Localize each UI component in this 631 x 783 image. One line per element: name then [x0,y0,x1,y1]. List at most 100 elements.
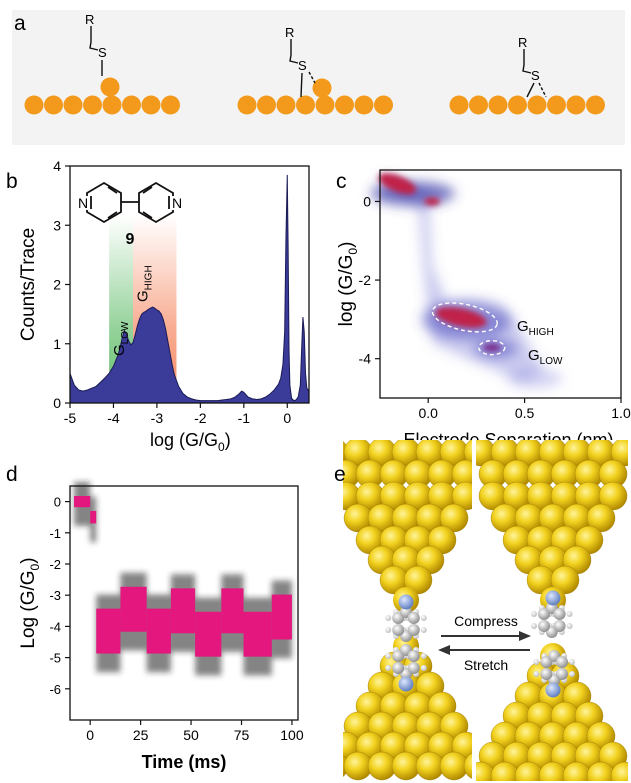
y-tick-label: -4 [49,619,61,634]
gold-atom [63,95,83,115]
y-tick-label: -1 [49,526,61,541]
x-tick-label: 0.0 [418,405,438,421]
panel-b-label: b [6,170,18,193]
gold-atom [141,95,161,115]
r-group-label: R [518,35,527,50]
x-tick-label: 25 [133,727,149,743]
g-low-region [478,339,506,356]
x-tick-label: 100 [280,727,304,743]
y-axis-label: log (G/G0) [336,242,360,327]
y-tick-label: 4 [53,158,61,174]
nitrogen-label-left: N [78,195,88,211]
x-tick-label: -4 [107,410,120,426]
panel-d-time-trace: d 0 25 50 75 100 0 -1 -2 -3 -4 -5 -6 Time (ms) Log (G… [6,463,304,772]
y-tick-label: -5 [49,651,61,666]
x-tick-label: 1.0 [611,405,631,421]
y-axis-label: Counts/Trace [18,228,39,341]
r-group-label: R [85,12,94,27]
y-tick-label: -3 [49,588,61,603]
trace-segment [221,588,244,634]
gold-adatom [100,77,120,97]
gold-atom [508,95,527,115]
panel-a-label: a [14,12,26,35]
stretch-arrow [438,645,530,655]
junction-compressed [343,440,472,781]
trace-segment [120,586,147,632]
panel-e-junction-model: e Compress Stretch [334,440,628,781]
plot-frame [379,169,622,399]
compress-label: Compress [454,613,518,629]
y-tick-label: 0 [363,193,371,209]
gold-atom [449,95,469,115]
trace-segment [170,588,196,634]
x-tick-label: 50 [183,727,199,743]
x-tick-label: -3 [151,410,164,426]
y-tick-label: -2 [49,557,61,572]
histogram-area [69,174,310,404]
plot-frame [69,485,299,721]
gold-atom [469,95,488,115]
gold-atom [566,95,586,115]
nitrogen-atom [398,676,414,692]
gold-atom [374,95,393,115]
nitrogen-label-right: N [172,195,182,211]
gold-atom [527,95,547,115]
gold-atom [296,95,315,115]
motif-1: RS [24,12,180,115]
panel-d-label: d [6,463,18,486]
y-tick-label: 1 [53,336,61,352]
sulfur-label: S [531,68,540,83]
sulfur-label: S [298,58,307,73]
stretch-label: Stretch [464,657,508,673]
y-tick-label: -4 [359,351,372,367]
x-tick-label: 0 [283,410,291,426]
gold-atom [547,95,566,115]
gold-atom [354,95,374,115]
r-group-label: R [285,25,294,40]
bipyridine-structure [86,181,174,224]
y-tick-label: 3 [53,217,61,233]
g-high-annotation: GHIGH [517,318,554,338]
x-axis-label: Time (ms) [142,752,227,772]
g-low-annotation: GLOW [528,347,563,367]
panel-e-label: e [334,463,346,486]
trace-segment [96,608,121,654]
compress-arrow [441,631,531,641]
nitrogen-atom [398,594,414,610]
gold-atom [237,95,257,115]
trace-segment [195,611,222,657]
g-high-region [431,302,498,333]
x-tick-label: 0.5 [515,405,535,421]
gold-atom [335,95,354,115]
motif-2: RS [237,25,393,115]
nitrogen-atom [545,682,561,698]
x-axis-label: log (G/G0) [150,430,231,454]
y-tick-label: -2 [359,272,372,288]
y-tick-label: 2 [53,277,61,293]
molecule-number: 9 [126,231,135,248]
panel-c-label: c [336,170,347,193]
gold-atom [161,95,180,115]
y-tick-label: 0 [54,495,61,510]
n-atom-bg-left [79,196,89,210]
junction-stretched [476,440,628,781]
gold-atom [276,95,296,115]
sulfur-label: S [98,45,107,60]
gold-atom [122,95,141,115]
gold-atom [586,95,605,115]
y-tick-label: 0 [53,395,61,411]
band-low-label: GLOW [111,321,131,356]
x-tick-label: -5 [64,410,77,426]
gold-atom [24,95,44,115]
band-high-label: GHIGH [135,265,155,302]
density-peaks [378,173,501,352]
gold-atom [44,95,63,115]
trace-segment [271,594,292,640]
plot-frame [69,165,310,404]
gold-atom [102,95,122,115]
gold-atom [488,95,508,115]
x-tick-label: 0 [86,727,94,743]
pyridine-ring-right [138,181,174,224]
